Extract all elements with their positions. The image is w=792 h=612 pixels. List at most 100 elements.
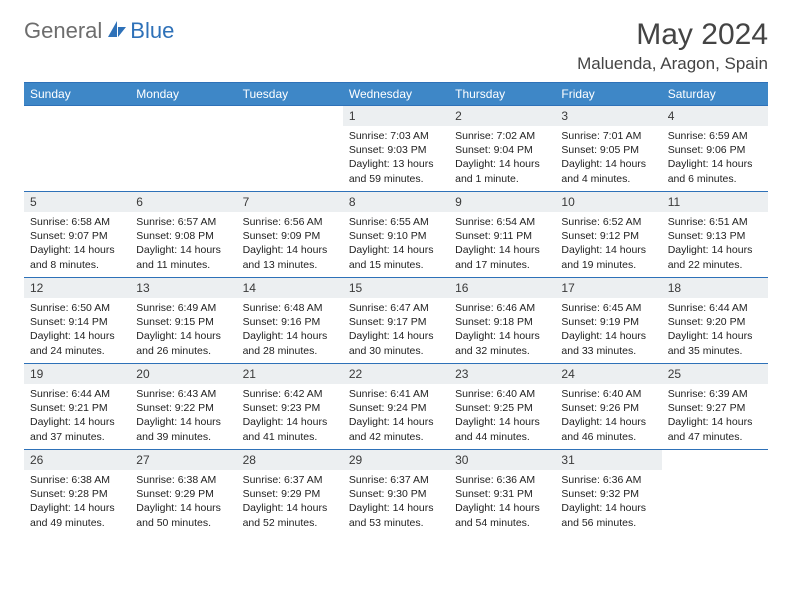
day-details: Sunrise: 7:03 AMSunset: 9:03 PMDaylight:… bbox=[343, 126, 449, 188]
day-details: Sunrise: 7:02 AMSunset: 9:04 PMDaylight:… bbox=[449, 126, 555, 188]
calendar-cell: 3Sunrise: 7:01 AMSunset: 9:05 PMDaylight… bbox=[555, 105, 661, 191]
day-header: Tuesday bbox=[237, 83, 343, 106]
page-title: May 2024 bbox=[577, 18, 768, 52]
location-text: Maluenda, Aragon, Spain bbox=[577, 54, 768, 74]
day-details: Sunrise: 6:44 AMSunset: 9:20 PMDaylight:… bbox=[662, 298, 768, 360]
day-header: Sunday bbox=[24, 83, 130, 106]
day-details: Sunrise: 6:47 AMSunset: 9:17 PMDaylight:… bbox=[343, 298, 449, 360]
day-number: 18 bbox=[662, 277, 768, 298]
calendar-cell: 19Sunrise: 6:44 AMSunset: 9:21 PMDayligh… bbox=[24, 363, 130, 449]
calendar-cell: 9Sunrise: 6:54 AMSunset: 9:11 PMDaylight… bbox=[449, 191, 555, 277]
sail-icon bbox=[106, 19, 128, 44]
day-number: 30 bbox=[449, 449, 555, 470]
day-details: Sunrise: 6:59 AMSunset: 9:06 PMDaylight:… bbox=[662, 126, 768, 188]
calendar-cell: 12Sunrise: 6:50 AMSunset: 9:14 PMDayligh… bbox=[24, 277, 130, 363]
calendar-cell bbox=[662, 449, 768, 535]
day-number: 21 bbox=[237, 363, 343, 384]
day-details: Sunrise: 7:01 AMSunset: 9:05 PMDaylight:… bbox=[555, 126, 661, 188]
day-number: 23 bbox=[449, 363, 555, 384]
day-details: Sunrise: 6:57 AMSunset: 9:08 PMDaylight:… bbox=[130, 212, 236, 274]
day-number: 15 bbox=[343, 277, 449, 298]
day-details: Sunrise: 6:52 AMSunset: 9:12 PMDaylight:… bbox=[555, 212, 661, 274]
day-number: 29 bbox=[343, 449, 449, 470]
day-header: Wednesday bbox=[343, 83, 449, 106]
empty-cell bbox=[24, 105, 130, 125]
calendar-cell: 26Sunrise: 6:38 AMSunset: 9:28 PMDayligh… bbox=[24, 449, 130, 535]
day-details: Sunrise: 6:38 AMSunset: 9:29 PMDaylight:… bbox=[130, 470, 236, 532]
day-details: Sunrise: 6:37 AMSunset: 9:30 PMDaylight:… bbox=[343, 470, 449, 532]
calendar-cell: 24Sunrise: 6:40 AMSunset: 9:26 PMDayligh… bbox=[555, 363, 661, 449]
day-details: Sunrise: 6:48 AMSunset: 9:16 PMDaylight:… bbox=[237, 298, 343, 360]
brand-logo: General Blue bbox=[24, 18, 174, 44]
calendar-cell: 16Sunrise: 6:46 AMSunset: 9:18 PMDayligh… bbox=[449, 277, 555, 363]
day-number: 14 bbox=[237, 277, 343, 298]
day-number: 4 bbox=[662, 105, 768, 126]
day-details: Sunrise: 6:49 AMSunset: 9:15 PMDaylight:… bbox=[130, 298, 236, 360]
day-header: Friday bbox=[555, 83, 661, 106]
calendar-cell: 22Sunrise: 6:41 AMSunset: 9:24 PMDayligh… bbox=[343, 363, 449, 449]
day-number: 25 bbox=[662, 363, 768, 384]
day-details: Sunrise: 6:44 AMSunset: 9:21 PMDaylight:… bbox=[24, 384, 130, 446]
calendar-cell: 5Sunrise: 6:58 AMSunset: 9:07 PMDaylight… bbox=[24, 191, 130, 277]
calendar-cell: 8Sunrise: 6:55 AMSunset: 9:10 PMDaylight… bbox=[343, 191, 449, 277]
day-number: 6 bbox=[130, 191, 236, 212]
day-number: 12 bbox=[24, 277, 130, 298]
calendar-cell bbox=[237, 105, 343, 191]
day-details: Sunrise: 6:43 AMSunset: 9:22 PMDaylight:… bbox=[130, 384, 236, 446]
day-number: 22 bbox=[343, 363, 449, 384]
calendar-cell: 11Sunrise: 6:51 AMSunset: 9:13 PMDayligh… bbox=[662, 191, 768, 277]
day-details: Sunrise: 6:36 AMSunset: 9:32 PMDaylight:… bbox=[555, 470, 661, 532]
day-details: Sunrise: 6:40 AMSunset: 9:25 PMDaylight:… bbox=[449, 384, 555, 446]
day-header: Monday bbox=[130, 83, 236, 106]
day-number: 27 bbox=[130, 449, 236, 470]
title-block: May 2024 Maluenda, Aragon, Spain bbox=[577, 18, 768, 74]
calendar-cell: 2Sunrise: 7:02 AMSunset: 9:04 PMDaylight… bbox=[449, 105, 555, 191]
day-header: Thursday bbox=[449, 83, 555, 106]
day-number: 5 bbox=[24, 191, 130, 212]
day-number: 10 bbox=[555, 191, 661, 212]
calendar-table: SundayMondayTuesdayWednesdayThursdayFrid… bbox=[24, 82, 768, 535]
calendar-cell: 21Sunrise: 6:42 AMSunset: 9:23 PMDayligh… bbox=[237, 363, 343, 449]
day-header: Saturday bbox=[662, 83, 768, 106]
day-details: Sunrise: 6:37 AMSunset: 9:29 PMDaylight:… bbox=[237, 470, 343, 532]
calendar-cell: 28Sunrise: 6:37 AMSunset: 9:29 PMDayligh… bbox=[237, 449, 343, 535]
day-details: Sunrise: 6:39 AMSunset: 9:27 PMDaylight:… bbox=[662, 384, 768, 446]
calendar-cell: 10Sunrise: 6:52 AMSunset: 9:12 PMDayligh… bbox=[555, 191, 661, 277]
calendar-cell: 23Sunrise: 6:40 AMSunset: 9:25 PMDayligh… bbox=[449, 363, 555, 449]
empty-cell bbox=[130, 105, 236, 125]
day-number: 31 bbox=[555, 449, 661, 470]
calendar-cell: 14Sunrise: 6:48 AMSunset: 9:16 PMDayligh… bbox=[237, 277, 343, 363]
day-number: 3 bbox=[555, 105, 661, 126]
calendar-cell: 30Sunrise: 6:36 AMSunset: 9:31 PMDayligh… bbox=[449, 449, 555, 535]
day-number: 2 bbox=[449, 105, 555, 126]
day-details: Sunrise: 6:41 AMSunset: 9:24 PMDaylight:… bbox=[343, 384, 449, 446]
day-number: 24 bbox=[555, 363, 661, 384]
calendar-cell: 1Sunrise: 7:03 AMSunset: 9:03 PMDaylight… bbox=[343, 105, 449, 191]
brand-word-2: Blue bbox=[130, 18, 174, 44]
day-number: 9 bbox=[449, 191, 555, 212]
day-details: Sunrise: 6:51 AMSunset: 9:13 PMDaylight:… bbox=[662, 212, 768, 274]
calendar-cell: 15Sunrise: 6:47 AMSunset: 9:17 PMDayligh… bbox=[343, 277, 449, 363]
day-details: Sunrise: 6:56 AMSunset: 9:09 PMDaylight:… bbox=[237, 212, 343, 274]
calendar-cell: 13Sunrise: 6:49 AMSunset: 9:15 PMDayligh… bbox=[130, 277, 236, 363]
day-number: 17 bbox=[555, 277, 661, 298]
day-number: 20 bbox=[130, 363, 236, 384]
day-details: Sunrise: 6:50 AMSunset: 9:14 PMDaylight:… bbox=[24, 298, 130, 360]
day-details: Sunrise: 6:54 AMSunset: 9:11 PMDaylight:… bbox=[449, 212, 555, 274]
day-number: 19 bbox=[24, 363, 130, 384]
day-number: 1 bbox=[343, 105, 449, 126]
day-details: Sunrise: 6:55 AMSunset: 9:10 PMDaylight:… bbox=[343, 212, 449, 274]
day-number: 26 bbox=[24, 449, 130, 470]
day-number: 16 bbox=[449, 277, 555, 298]
day-number: 13 bbox=[130, 277, 236, 298]
day-details: Sunrise: 6:46 AMSunset: 9:18 PMDaylight:… bbox=[449, 298, 555, 360]
day-details: Sunrise: 6:40 AMSunset: 9:26 PMDaylight:… bbox=[555, 384, 661, 446]
empty-cell bbox=[237, 105, 343, 125]
calendar-cell: 4Sunrise: 6:59 AMSunset: 9:06 PMDaylight… bbox=[662, 105, 768, 191]
calendar-cell: 7Sunrise: 6:56 AMSunset: 9:09 PMDaylight… bbox=[237, 191, 343, 277]
calendar-cell bbox=[130, 105, 236, 191]
day-details: Sunrise: 6:42 AMSunset: 9:23 PMDaylight:… bbox=[237, 384, 343, 446]
calendar-cell: 25Sunrise: 6:39 AMSunset: 9:27 PMDayligh… bbox=[662, 363, 768, 449]
day-details: Sunrise: 6:38 AMSunset: 9:28 PMDaylight:… bbox=[24, 470, 130, 532]
calendar-cell: 31Sunrise: 6:36 AMSunset: 9:32 PMDayligh… bbox=[555, 449, 661, 535]
